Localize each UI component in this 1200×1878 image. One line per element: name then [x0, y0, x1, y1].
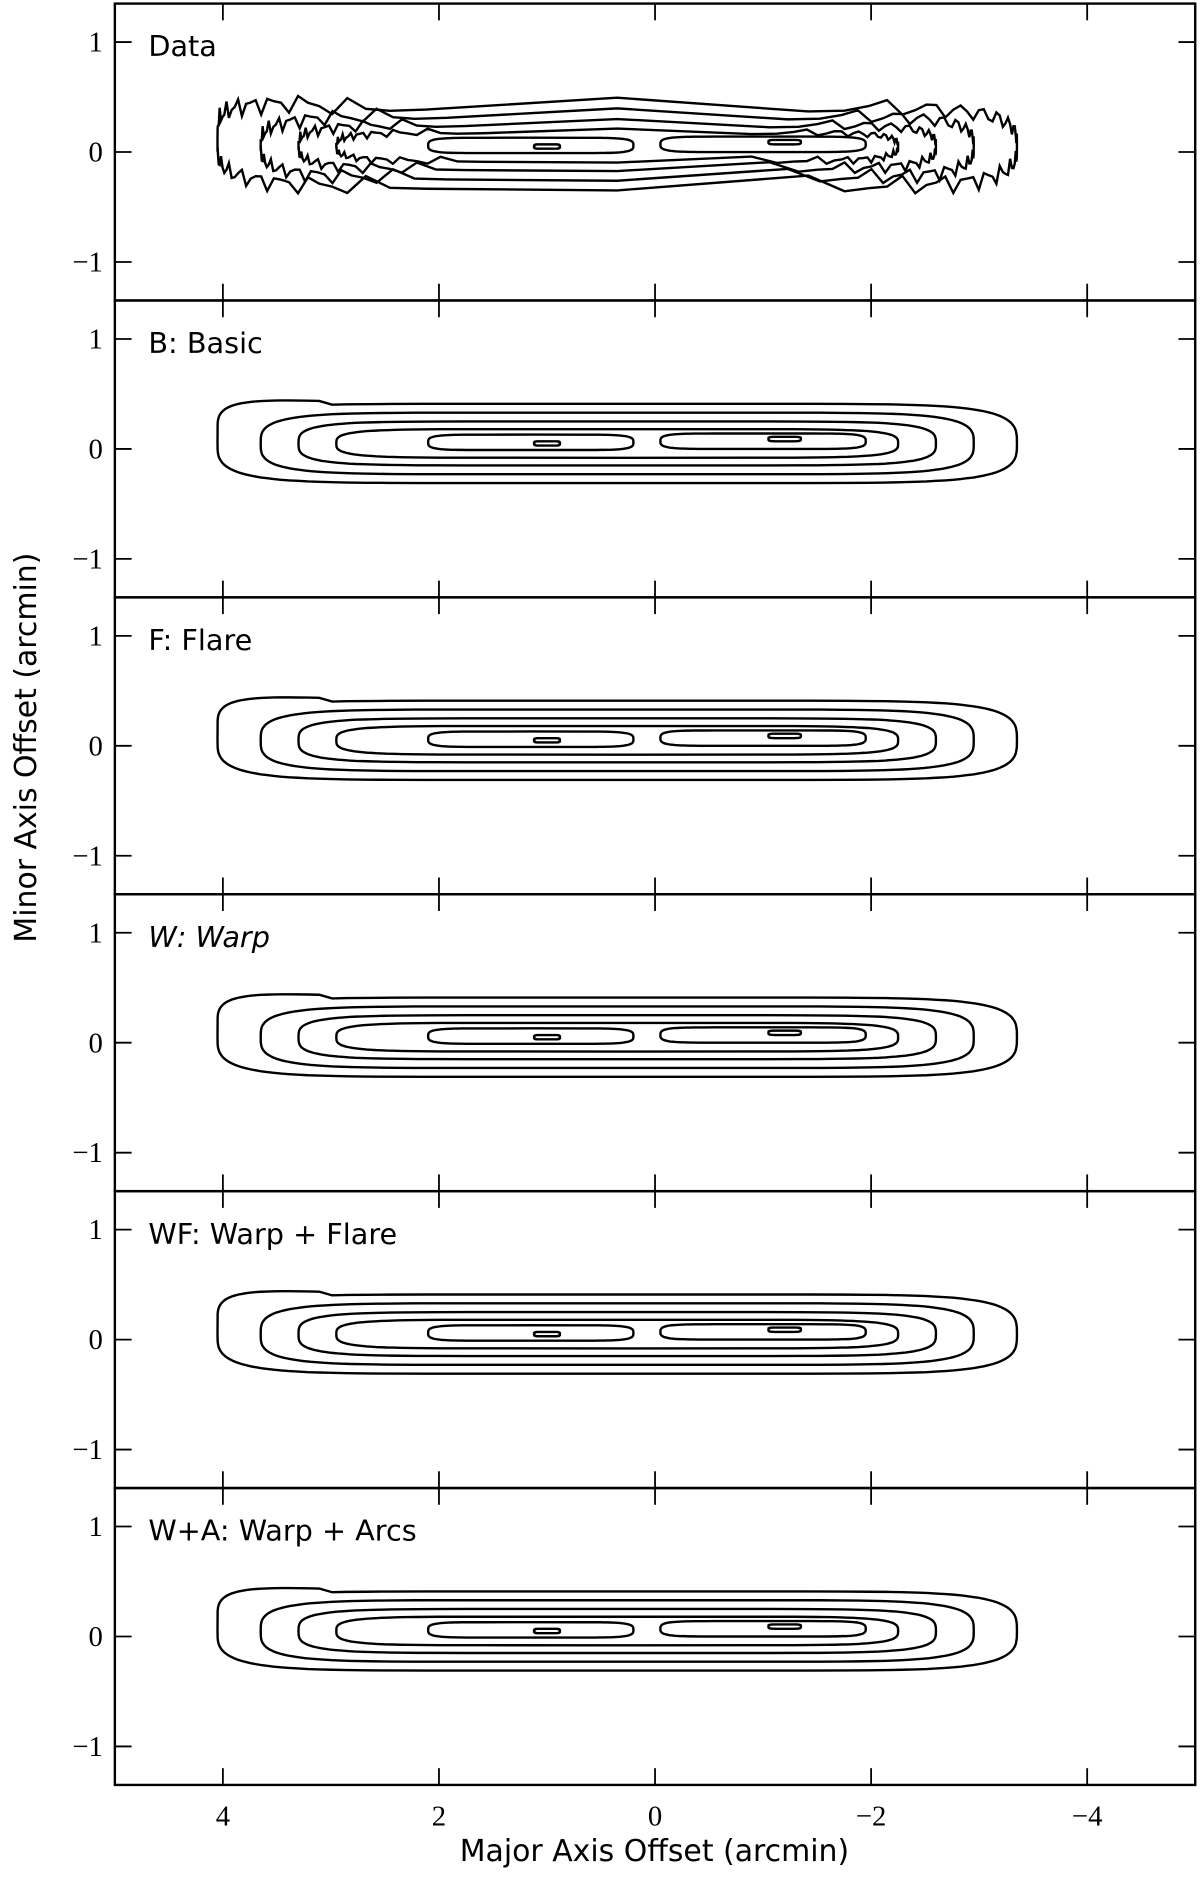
contour: [767, 1029, 803, 1037]
y-tick-label: 0: [89, 730, 103, 762]
y-tick-label: 1: [89, 1214, 103, 1246]
contour: [297, 117, 938, 175]
contour: [335, 724, 900, 756]
contour: [297, 1607, 938, 1655]
panel-title: F: Flare: [148, 623, 252, 657]
x-axis-label: Major Axis Offset (arcmin): [460, 1834, 849, 1869]
contours: [216, 94, 1019, 196]
contours: [216, 399, 1019, 485]
contour: [426, 1027, 635, 1045]
contour: [532, 440, 562, 447]
contour: [335, 1318, 900, 1350]
y-tick-label: 1: [89, 324, 103, 356]
contour: [259, 1302, 975, 1367]
x-tick-label: 4: [216, 1801, 230, 1833]
contour: [767, 1623, 803, 1631]
y-tick-label: −1: [72, 247, 103, 279]
contour: [297, 420, 938, 467]
panel-title: WF: Warp + Flare: [148, 1217, 397, 1251]
contour: [297, 1310, 938, 1358]
y-tick-label: −1: [72, 1137, 103, 1169]
panel-frame: [113, 299, 1197, 599]
contour: [335, 1615, 900, 1647]
contour: [259, 708, 975, 773]
panel-frame: [113, 596, 1197, 896]
contour: [659, 729, 867, 748]
contour: [216, 993, 1019, 1078]
contour: [767, 732, 803, 740]
y-tick-label: −1: [72, 1731, 103, 1763]
contour: [659, 1322, 867, 1341]
contour: [335, 1021, 900, 1053]
y-axis-label: Minor Axis Offset (arcmin): [9, 553, 44, 943]
contour: [532, 736, 562, 744]
contour: [259, 1005, 975, 1070]
contour: [532, 1330, 562, 1338]
panel-frame: [113, 893, 1197, 1193]
contour: [259, 107, 975, 186]
contour: [216, 94, 1019, 196]
y-tick-label: −1: [72, 543, 103, 575]
contour: [659, 1619, 867, 1638]
contour: [216, 1289, 1019, 1375]
y-tick-label: 0: [89, 1324, 103, 1356]
contours: [216, 1586, 1019, 1672]
y-tick-label: 0: [89, 433, 103, 465]
contour: [216, 399, 1019, 485]
contour: [659, 135, 867, 154]
contour: [532, 1033, 562, 1041]
contour: [259, 411, 975, 476]
y-tick-label: −1: [72, 840, 103, 872]
contour: [659, 1026, 867, 1044]
contour: [297, 1014, 938, 1061]
contour: [426, 1620, 635, 1639]
contour: [767, 435, 803, 443]
y-tick-label: 1: [89, 27, 103, 59]
contours: [216, 1289, 1019, 1375]
y-tick-label: 1: [89, 620, 103, 652]
contour: [426, 433, 635, 452]
contour: [532, 1627, 562, 1635]
contour: [297, 717, 938, 764]
panel-title: B: Basic: [148, 326, 262, 360]
y-tick-label: 0: [89, 137, 103, 169]
contour: [216, 1586, 1019, 1672]
contour: [426, 136, 635, 155]
contour: [767, 1326, 803, 1334]
panel-title: W: Warp: [148, 920, 270, 954]
contour: [335, 427, 900, 459]
contour: [335, 127, 900, 166]
contour: [426, 730, 635, 749]
y-tick-label: 0: [89, 1027, 103, 1059]
y-tick-label: −1: [72, 1434, 103, 1466]
contour: [659, 432, 867, 451]
panel-title: Data: [148, 29, 217, 63]
y-tick-label: 1: [89, 917, 103, 949]
panel-title: W+A: Warp + Arcs: [148, 1514, 416, 1548]
contour: [259, 1599, 975, 1663]
contour: [532, 143, 562, 150]
contour: [767, 138, 803, 146]
panel-frame: [113, 2, 1197, 302]
x-tick-label: −4: [1072, 1801, 1103, 1833]
contours: [216, 993, 1019, 1078]
y-tick-label: 0: [89, 1621, 103, 1653]
y-tick-label: 1: [89, 1511, 103, 1543]
x-tick-label: 0: [648, 1801, 662, 1833]
x-tick-label: 2: [432, 1801, 446, 1833]
contour: [426, 1324, 635, 1342]
contours: [216, 696, 1019, 782]
x-tick-label: −2: [856, 1801, 887, 1833]
contour: [216, 696, 1019, 782]
